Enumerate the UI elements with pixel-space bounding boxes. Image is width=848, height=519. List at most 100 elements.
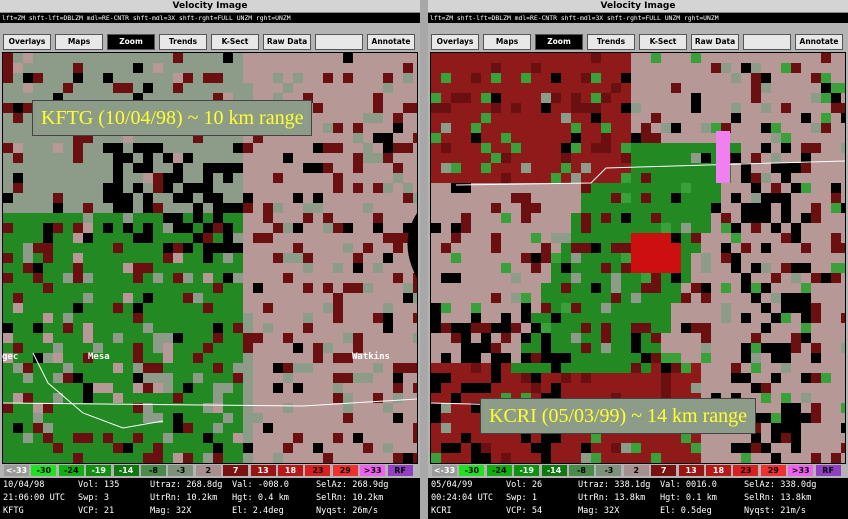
toolbar-button[interactable]: Zoom	[107, 34, 155, 50]
radar-pixel	[521, 313, 531, 323]
toolbar-button[interactable]: Maps	[55, 34, 103, 50]
radar-pixel	[413, 303, 420, 313]
toolbar-button[interactable]: Overlays	[3, 34, 51, 50]
radar-pixel	[441, 373, 451, 383]
radar-pixel	[73, 443, 83, 453]
radar-pixel	[761, 423, 771, 433]
radar-pixel	[303, 163, 313, 173]
toolbar-button[interactable]: K-Sect	[639, 34, 687, 50]
radar-pixel	[801, 313, 811, 323]
radar-pixel	[511, 453, 521, 463]
radar-pixel	[53, 93, 63, 103]
radar-pixel	[461, 363, 471, 373]
radar-pixel	[551, 253, 561, 263]
radar-pixel	[393, 373, 403, 383]
radar-pixel	[343, 363, 353, 373]
radar-pixel	[431, 193, 441, 203]
radar-pixel	[541, 303, 551, 313]
radar-pixel	[451, 93, 461, 103]
toolbar-button[interactable]: Raw Data	[263, 34, 311, 50]
radar-pixel	[333, 93, 343, 103]
radar-pixel	[751, 303, 761, 313]
radar-pixel	[641, 303, 651, 313]
radar-pixel	[83, 53, 93, 63]
radar-pixel	[661, 443, 671, 453]
radar-pixel	[701, 113, 711, 123]
radar-pixel	[73, 223, 83, 233]
radar-pixel	[711, 363, 721, 373]
radar-pixel	[711, 233, 721, 243]
radar-pixel	[343, 293, 353, 303]
radar-pixel	[233, 233, 243, 243]
radar-pixel	[481, 113, 491, 123]
radar-pixel	[461, 353, 471, 363]
toolbar-button[interactable]	[743, 34, 791, 50]
radar-pixel	[173, 353, 183, 363]
radar-pixel	[451, 223, 461, 233]
radar-pixel	[193, 383, 203, 393]
radar-pixel	[801, 63, 811, 73]
radar-pixel	[33, 163, 43, 173]
radar-pixel	[23, 63, 33, 73]
toolbar-button[interactable]: Trends	[587, 34, 635, 50]
radar-pixel	[591, 273, 601, 283]
radar-pixel	[751, 433, 761, 443]
radar-pixel	[173, 343, 183, 353]
toolbar-button[interactable]: Annotate	[367, 34, 415, 50]
toolbar-button[interactable]: Annotate	[795, 34, 843, 50]
radar-pixel	[403, 393, 413, 403]
radar-pixel	[571, 223, 581, 233]
radar-pixel	[631, 83, 641, 93]
toolbar-button[interactable]	[315, 34, 363, 50]
radar-pixel	[611, 73, 621, 83]
radar-pixel	[791, 133, 801, 143]
radar-pixel	[811, 353, 821, 363]
radar-pixel	[283, 83, 293, 93]
radar-pixel	[651, 53, 661, 63]
radar-pixel	[661, 113, 671, 123]
toolbar-button[interactable]: Maps	[483, 34, 531, 50]
toolbar-button[interactable]: Trends	[159, 34, 207, 50]
radar-pixel	[831, 283, 841, 293]
radar-pixel	[731, 123, 741, 133]
radar-pixel	[83, 413, 93, 423]
radar-pixel	[123, 363, 133, 373]
radar-pixel	[93, 403, 103, 413]
radar-pixel	[333, 333, 343, 343]
toolbar-button[interactable]: Raw Data	[691, 34, 739, 50]
toolbar-button[interactable]: Zoom	[535, 34, 583, 50]
radar-pixel	[43, 453, 53, 463]
radar-pixel	[481, 93, 491, 103]
radar-pixel	[123, 143, 133, 153]
toolbar-button[interactable]: K-Sect	[211, 34, 259, 50]
radar-pixel	[661, 103, 671, 113]
radar-pixel	[283, 363, 293, 373]
radar-pixel	[23, 383, 33, 393]
radar-pixel	[233, 173, 243, 183]
radar-pixel	[53, 333, 63, 343]
radar-pixel	[581, 223, 591, 233]
radar-pixel	[801, 413, 811, 423]
radar-pixel	[841, 243, 848, 253]
toolbar-button[interactable]: Overlays	[431, 34, 479, 50]
radar-pixel	[413, 323, 420, 333]
radar-pixel	[313, 383, 323, 393]
radar-pixel	[781, 343, 791, 353]
radar-pixel	[831, 333, 841, 343]
radar-pixel	[661, 123, 671, 133]
radar-pixel	[113, 193, 123, 203]
radar-pixel	[741, 143, 751, 153]
radar-pixel	[581, 303, 591, 313]
radar-pixel	[811, 93, 821, 103]
radar-pixel	[611, 333, 621, 343]
radar-pixel	[3, 343, 13, 353]
radar-pixel	[303, 413, 313, 423]
radar-pixel	[481, 353, 491, 363]
radar-pixel	[183, 363, 193, 373]
radar-pixel	[621, 163, 631, 173]
radar-pixel	[651, 193, 661, 203]
radar-pixel	[63, 73, 73, 83]
radar-pixel	[581, 103, 591, 113]
radar-pixel	[23, 73, 33, 83]
status-text: Nyqst: 21m/s	[744, 506, 807, 516]
